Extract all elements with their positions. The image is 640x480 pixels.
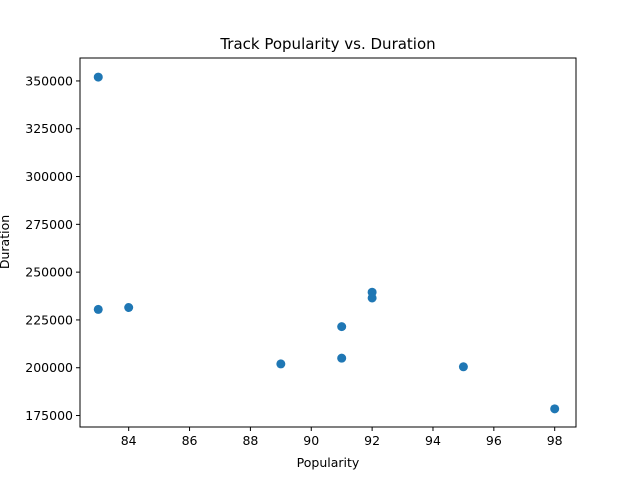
- y-tick-label: 225000: [25, 312, 73, 327]
- plot-frame: [79, 57, 577, 428]
- y-tick-label: 275000: [25, 217, 73, 232]
- data-point: [337, 322, 347, 332]
- data-point: [367, 293, 377, 303]
- y-tick-label: 175000: [25, 408, 73, 423]
- x-tick-label: 98: [547, 433, 563, 448]
- x-tick-label: 92: [364, 433, 380, 448]
- y-axis-label: Duration: [0, 215, 12, 269]
- x-tick-label: 84: [121, 433, 137, 448]
- data-point: [458, 362, 468, 372]
- y-tick-label: 350000: [25, 73, 73, 88]
- data-point: [550, 404, 560, 414]
- x-tick-label: 90: [303, 433, 319, 448]
- data-point: [93, 72, 103, 82]
- x-tick-label: 88: [242, 433, 258, 448]
- y-axis: 175000 200000 225000 250000 275000 300000 3250…: [25, 73, 80, 423]
- data-points: [93, 72, 560, 414]
- data-point: [124, 303, 134, 313]
- y-tick-label: 250000: [25, 265, 73, 280]
- x-axis: 84 86 88 90 92 94 96 98: [121, 427, 563, 448]
- y-tick-label: 325000: [25, 121, 73, 136]
- x-tick-label: 94: [425, 433, 441, 448]
- data-point: [337, 353, 347, 363]
- chart-title: Track Popularity vs. Duration: [219, 35, 435, 53]
- y-tick-label: 300000: [25, 169, 73, 184]
- data-point: [276, 359, 286, 369]
- x-tick-label: 86: [182, 433, 198, 448]
- data-point: [93, 304, 103, 314]
- x-tick-label: 96: [486, 433, 502, 448]
- y-tick-label: 200000: [25, 360, 73, 375]
- x-axis-label: Popularity: [297, 455, 360, 470]
